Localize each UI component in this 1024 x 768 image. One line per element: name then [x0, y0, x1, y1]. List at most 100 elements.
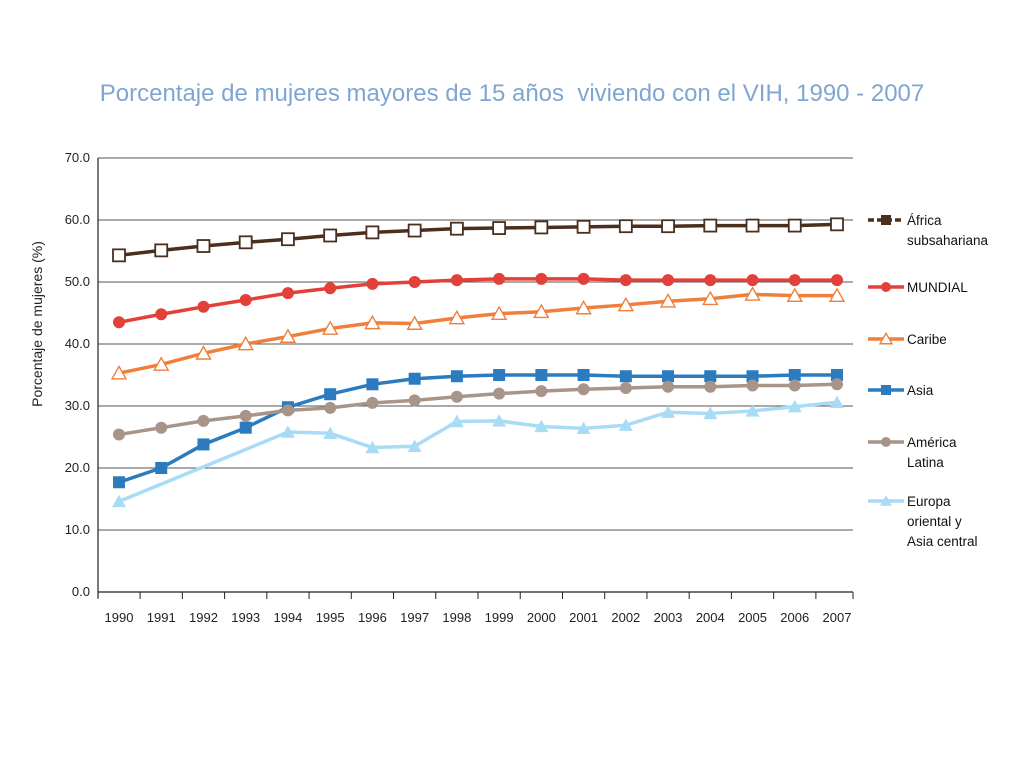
data-point — [787, 399, 802, 413]
legend-label: África — [907, 213, 942, 228]
gridlines — [98, 157, 853, 531]
data-point — [828, 287, 846, 303]
legend-swatch-marker — [878, 331, 894, 345]
data-point — [577, 272, 590, 285]
data-point — [704, 274, 717, 287]
data-point — [618, 418, 633, 431]
legend-label: América — [907, 435, 957, 450]
series-3 — [113, 369, 843, 489]
data-point — [280, 425, 295, 438]
data-point — [619, 274, 632, 287]
data-point — [448, 309, 466, 325]
y-axis-label: Porcentaje de mujeres (%) — [29, 241, 45, 407]
data-point — [196, 239, 211, 253]
data-point — [492, 414, 507, 427]
x-tick-label: 1998 — [442, 610, 471, 625]
data-point — [661, 219, 675, 234]
data-point — [449, 221, 464, 236]
data-point — [237, 335, 254, 351]
data-point — [744, 286, 761, 301]
x-tick-label: 1995 — [316, 610, 345, 625]
data-point — [703, 218, 718, 233]
data-point — [535, 272, 548, 285]
series-4 — [113, 378, 843, 441]
data-point — [493, 387, 506, 400]
y-tick-label: 70.0 — [65, 150, 90, 165]
series-1 — [113, 272, 843, 329]
data-point — [619, 370, 632, 383]
data-point — [323, 426, 338, 439]
data-point — [195, 345, 212, 360]
x-tick-label: 2007 — [823, 610, 852, 625]
data-point — [617, 296, 635, 312]
data-point — [575, 299, 592, 315]
data-point — [786, 287, 803, 303]
legend-swatch-marker — [881, 215, 891, 225]
y-tick-label: 10.0 — [65, 522, 90, 537]
legend-label: Latina — [907, 455, 944, 470]
x-tick-label: 1996 — [358, 610, 387, 625]
data-point — [110, 365, 128, 380]
data-point — [662, 380, 675, 393]
series-line — [118, 382, 838, 437]
data-point — [745, 404, 760, 417]
x-tick-label: 1999 — [485, 610, 514, 625]
legend-item-2: Caribe — [868, 331, 947, 347]
legend-label: Asia — [907, 383, 934, 398]
x-tick-label: 1994 — [273, 610, 302, 625]
data-point — [619, 382, 632, 395]
data-point — [535, 385, 548, 398]
data-point — [366, 396, 379, 409]
chart-title: Porcentaje de mujeres mayores de 15 años… — [99, 80, 925, 107]
y-tick-label: 20.0 — [65, 460, 90, 475]
data-point — [406, 315, 423, 330]
data-point — [450, 370, 463, 383]
series-line — [118, 222, 838, 258]
data-point — [788, 274, 801, 287]
data-point — [281, 404, 294, 417]
x-tick-label: 1993 — [231, 610, 260, 625]
series-line — [118, 292, 837, 375]
legend-item-1: MUNDIAL — [868, 280, 968, 295]
y-tick-label: 40.0 — [65, 336, 90, 351]
data-point — [704, 370, 717, 383]
legend-label: subsahariana — [907, 233, 989, 248]
data-point — [490, 305, 508, 321]
data-point — [493, 272, 506, 285]
data-point — [659, 293, 677, 308]
data-point — [831, 378, 843, 391]
data-point — [113, 316, 125, 329]
legend-item-4: América Latina — [868, 435, 957, 470]
data-point — [113, 428, 125, 441]
x-tick-label: 2002 — [611, 610, 640, 625]
data-point — [153, 356, 170, 371]
data-point — [408, 372, 421, 385]
data-point — [239, 421, 252, 434]
data-point — [788, 379, 801, 392]
x-tick-label: 2004 — [696, 610, 725, 625]
legend-label: MUNDIAL — [907, 280, 968, 295]
x-tick-label: 2001 — [569, 610, 598, 625]
data-point — [493, 369, 506, 381]
data-point — [239, 409, 252, 422]
data-point — [534, 419, 549, 433]
series-line — [118, 277, 837, 325]
data-point — [279, 328, 297, 343]
data-point — [324, 401, 337, 414]
data-point — [321, 320, 339, 335]
data-point — [830, 217, 844, 232]
data-point — [831, 274, 843, 287]
data-point — [239, 293, 252, 306]
data-point — [449, 414, 464, 428]
data-point — [746, 274, 759, 287]
legend-label: oriental y — [907, 514, 962, 529]
legend-label: Asia central — [907, 534, 978, 549]
data-point — [407, 439, 422, 452]
legend-swatch-marker — [881, 385, 891, 395]
data-point — [577, 369, 590, 381]
data-point — [324, 282, 337, 295]
data-point — [831, 369, 843, 381]
x-tick-label: 1991 — [147, 610, 176, 625]
legend-swatch-marker — [881, 282, 891, 292]
